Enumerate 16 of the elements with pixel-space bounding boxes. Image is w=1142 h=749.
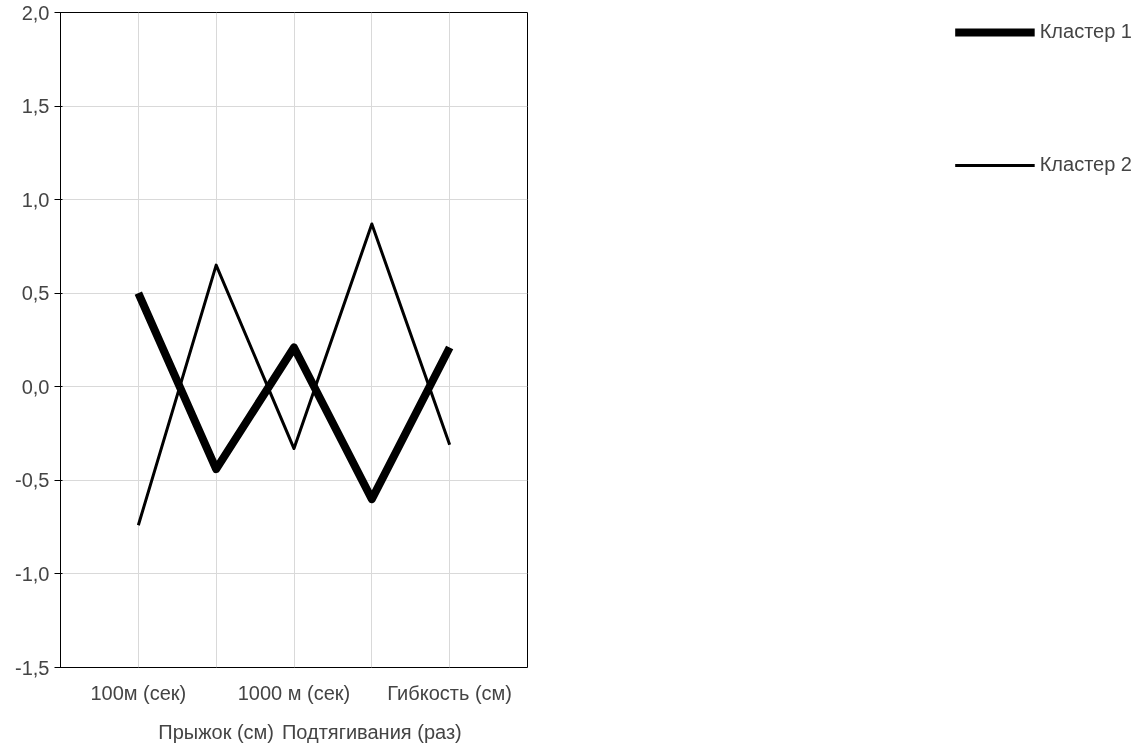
- line-series: [136, 222, 452, 527]
- x-tick-label: 100м (сек): [90, 681, 187, 704]
- y-tick-label: 1,0: [21, 188, 50, 211]
- x-tick-label: 1000 м (сек): [237, 681, 351, 704]
- y-tick-label: 0,0: [21, 375, 50, 398]
- y-tick-label: -1,5: [15, 656, 50, 679]
- y-tick-label: 0,5: [21, 282, 50, 305]
- legend-label: Кластер 1: [1039, 20, 1132, 43]
- y-tick-label: 2,0: [21, 1, 50, 24]
- x-tick-label: Гибкость (см): [387, 681, 512, 704]
- legend-label: Кластер 2: [1039, 153, 1132, 176]
- y-tick-label: 1,5: [21, 95, 50, 118]
- x-tick-label: Подтягивания (раз): [281, 720, 462, 743]
- y-tick-label: -0,5: [15, 469, 50, 492]
- x-tick-label: Прыжок (см): [158, 720, 275, 743]
- y-tick-label: -1,0: [15, 562, 50, 585]
